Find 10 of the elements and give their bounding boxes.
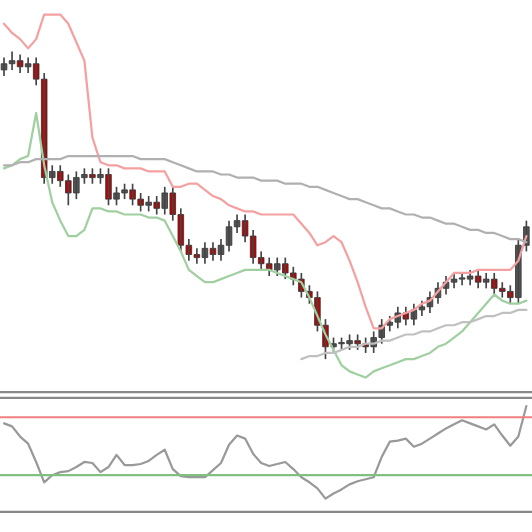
candlestick: [105, 167, 112, 207]
candlestick: [137, 192, 144, 213]
candlestick: [129, 182, 136, 207]
candlestick: [474, 269, 482, 290]
candlestick: [482, 272, 490, 290]
candlestick: [450, 272, 458, 290]
candlestick: [274, 256, 281, 277]
candlestick: [458, 272, 466, 287]
candlestick: [73, 170, 80, 200]
candlestick: [466, 269, 474, 287]
